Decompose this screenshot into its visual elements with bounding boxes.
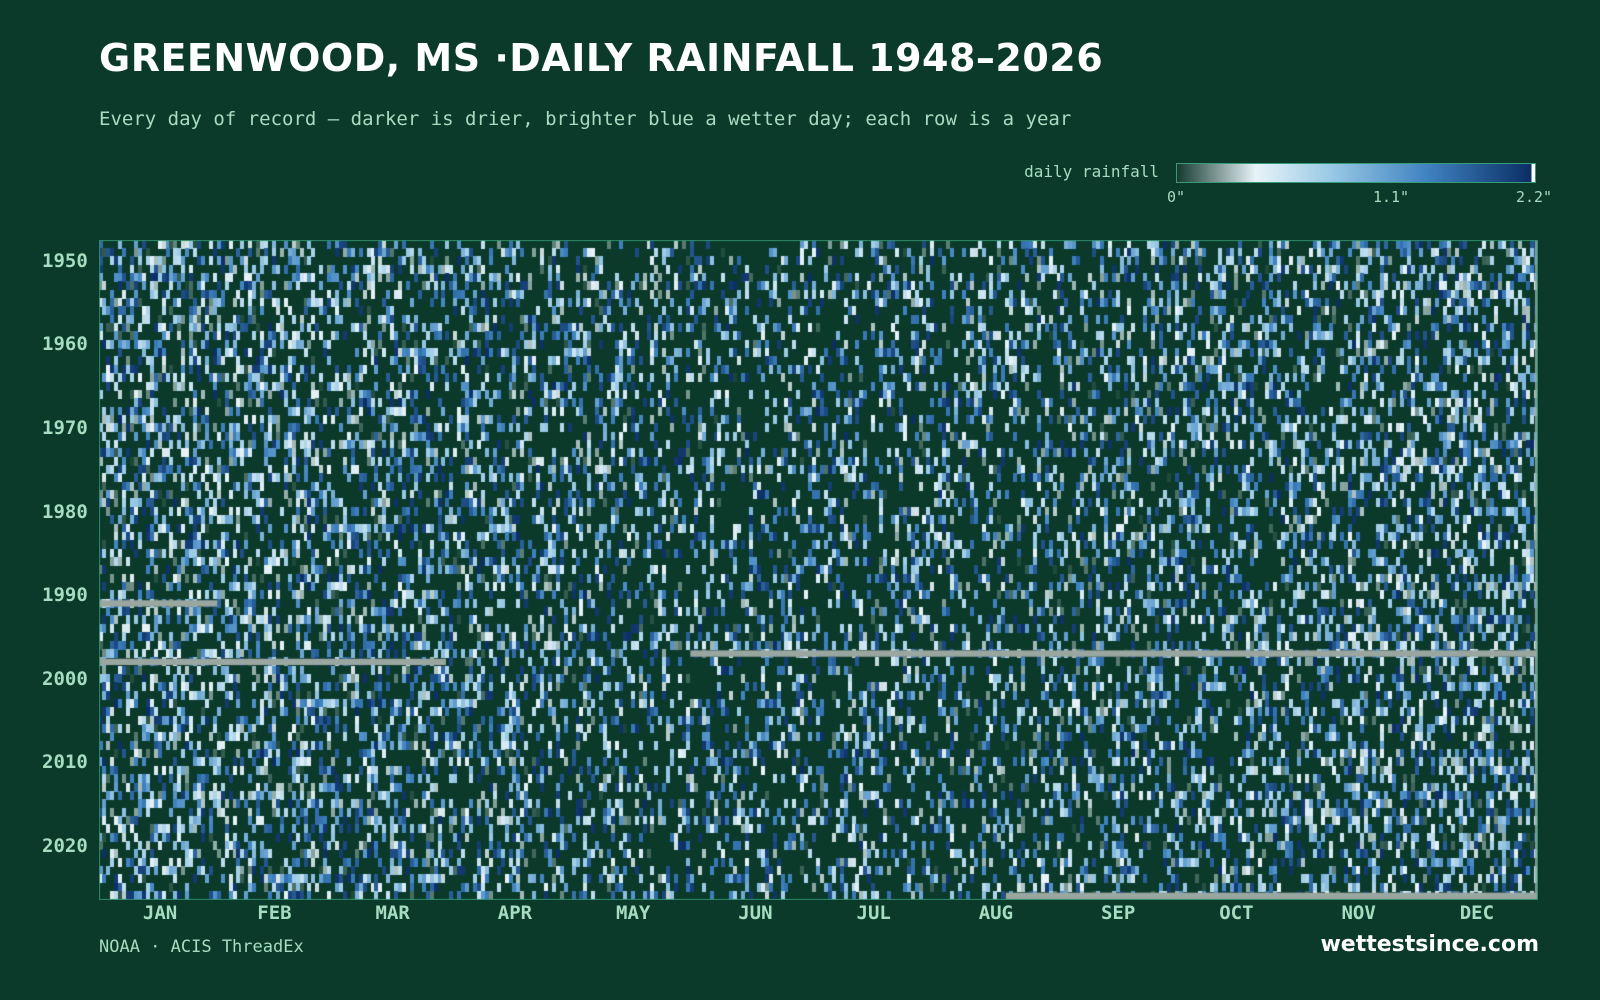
year-tick-label: 2010 [42, 751, 88, 774]
legend-label: daily rainfall [1024, 162, 1159, 181]
year-tick-label: 1960 [42, 333, 88, 356]
rainfall-heatmap [99, 240, 1538, 900]
month-tick-label: OCT [1219, 902, 1254, 924]
year-tick-label: 1980 [42, 500, 88, 523]
year-tick-label: 2020 [42, 834, 88, 857]
month-tick-label: NOV [1341, 902, 1376, 924]
year-tick-label: 1950 [42, 249, 88, 272]
legend-tick-max: 2.2" [1515, 188, 1553, 206]
legend-tick-mid: 1.1" [1372, 188, 1410, 206]
month-tick-label: JUN [738, 902, 773, 924]
month-tick-label: MAY [616, 902, 651, 924]
source-credit: NOAA · ACIS ThreadEx [99, 937, 304, 957]
month-tick-label: FEB [257, 902, 292, 924]
month-tick-label: JAN [142, 902, 178, 924]
month-tick-label: JUL [856, 902, 891, 924]
month-tick-label: DEC [1459, 902, 1495, 924]
year-tick-label: 1970 [42, 416, 88, 439]
month-tick-label: AUG [978, 902, 1014, 924]
legend-tick-min: 0" [1166, 188, 1186, 206]
legend-color-bar [1176, 163, 1536, 183]
chart-subtitle: Every day of record — darker is drier, b… [99, 108, 1072, 130]
month-tick-label: MAR [375, 902, 410, 924]
year-tick-label: 1990 [42, 584, 88, 607]
site-brand: wettestsince.com [1320, 932, 1539, 957]
month-tick-label: APR [497, 902, 533, 924]
chart-title: GREENWOOD, MS ·DAILY RAINFALL 1948–2026 [99, 36, 1104, 80]
year-tick-label: 2000 [42, 667, 88, 690]
month-tick-label: SEP [1100, 902, 1136, 924]
